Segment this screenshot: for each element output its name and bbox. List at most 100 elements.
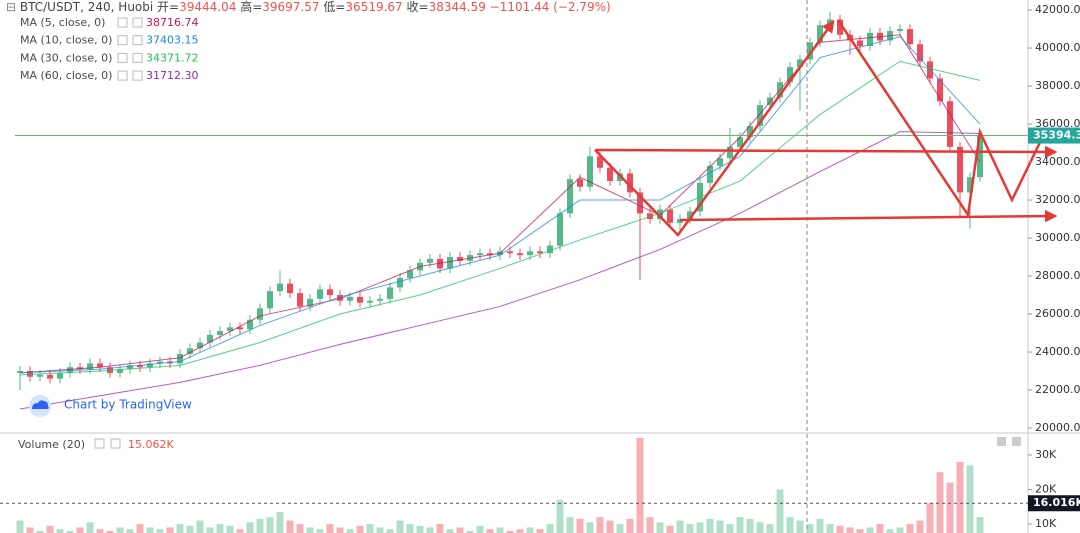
price-pane [15, 11, 1028, 410]
close-icon[interactable] [132, 17, 143, 28]
volume-bar [266, 517, 274, 533]
settings-icon[interactable] [117, 17, 128, 28]
settings-icon[interactable] [117, 52, 128, 63]
volume-bar [786, 517, 794, 533]
candle-body [587, 156, 593, 187]
resistance-line [594, 145, 1058, 159]
ma-value: 37403.15 [146, 34, 199, 47]
candle-body [907, 29, 913, 45]
candle-body [37, 374, 43, 377]
candle-body [117, 369, 123, 373]
volume-bar [956, 461, 964, 533]
symbol: BTC/USDT, 240, Huobi [20, 0, 153, 14]
candle-body [577, 179, 583, 187]
close-icon[interactable] [132, 52, 143, 63]
ma-line [19, 131, 981, 410]
candle-body [347, 296, 353, 301]
candle-body [947, 101, 953, 147]
candle-body [397, 277, 403, 288]
volume-bar [866, 527, 874, 533]
volume-bar [526, 527, 534, 533]
candle-body [427, 258, 433, 263]
change: −1101.44 (−2.79%) [490, 0, 611, 14]
volume-bar [566, 517, 574, 533]
close-icon[interactable] [132, 35, 143, 46]
volume-bar [476, 525, 484, 533]
candle-body [447, 257, 453, 269]
pane-up-icon[interactable] [997, 437, 1006, 446]
volume-bar [506, 530, 514, 533]
candle-body [337, 295, 343, 301]
ma-value: 31712.30 [146, 69, 199, 82]
volume-bar [426, 527, 434, 533]
watermark: Chart by TradingView [29, 395, 192, 417]
ohlc-label: 开= [157, 0, 179, 14]
volume-tick-label: 20K [1035, 482, 1057, 495]
candle-body [797, 59, 803, 68]
y-tick-label: 40000.00 [1035, 41, 1080, 54]
candle-body [97, 363, 103, 368]
y-tick-label: 36000.00 [1035, 117, 1080, 130]
settings-icon[interactable] [94, 438, 105, 449]
y-tick-label: 42000.00 [1035, 3, 1080, 16]
candle-body [607, 167, 613, 182]
ohlc-value: 38344.59 [429, 0, 486, 14]
settings-icon[interactable] [117, 35, 128, 46]
candle-body [137, 365, 143, 368]
volume-bar [756, 522, 764, 533]
volume-bar [76, 527, 84, 533]
candle-body [687, 211, 693, 220]
volume-bar [636, 437, 644, 533]
candle-body [307, 298, 313, 307]
candle-body [387, 287, 393, 299]
volume-bar [736, 517, 744, 533]
candle-body [787, 67, 793, 83]
volume-tick-label: 30K [1035, 448, 1057, 461]
candle-body [317, 289, 323, 299]
volume-bar [576, 518, 584, 533]
candle-body [267, 291, 273, 309]
volume-bar [916, 520, 924, 533]
close-icon[interactable] [132, 70, 143, 81]
volume-bar [416, 525, 424, 533]
volume-bar [236, 529, 244, 533]
volume-bar [206, 527, 214, 533]
trendlines [594, 19, 1058, 237]
y-tick-label: 20000.00 [1035, 421, 1080, 434]
candle-body [87, 363, 93, 370]
volume-bar [56, 529, 64, 533]
volume-bar [706, 518, 714, 533]
header: ⊟ BTC/USDT, 240, Huobi 开=39444.04 高=3969… [6, 0, 611, 14]
volume-bar [396, 520, 404, 533]
volume-bar [606, 520, 614, 533]
candle-body [707, 165, 713, 183]
volume-bar [286, 520, 294, 533]
candle-body [897, 29, 903, 31]
candle-body [407, 270, 413, 278]
candle-body [227, 327, 233, 332]
volume-bar [446, 529, 454, 533]
candle-body [757, 105, 763, 126]
volume-bar [966, 465, 974, 533]
pane-max-icon[interactable] [1012, 437, 1021, 446]
last-price-box [1028, 127, 1080, 144]
candle-body [677, 219, 683, 223]
y-tick-label: 34000.00 [1035, 155, 1080, 168]
volume-bar [776, 489, 784, 533]
candle-body [727, 146, 733, 159]
volume-bar [876, 524, 884, 533]
candle-body [17, 371, 23, 373]
settings-icon[interactable] [117, 70, 128, 81]
volume-bar [336, 527, 344, 533]
volume-bar [276, 511, 284, 533]
close-icon[interactable] [110, 438, 121, 449]
volume-bar [656, 522, 664, 533]
candle-body [327, 289, 333, 296]
volume-bar [186, 525, 194, 533]
candle-body [917, 44, 923, 62]
volume-bar [896, 527, 904, 533]
volume-bar [936, 472, 944, 533]
candle-body [237, 327, 243, 330]
